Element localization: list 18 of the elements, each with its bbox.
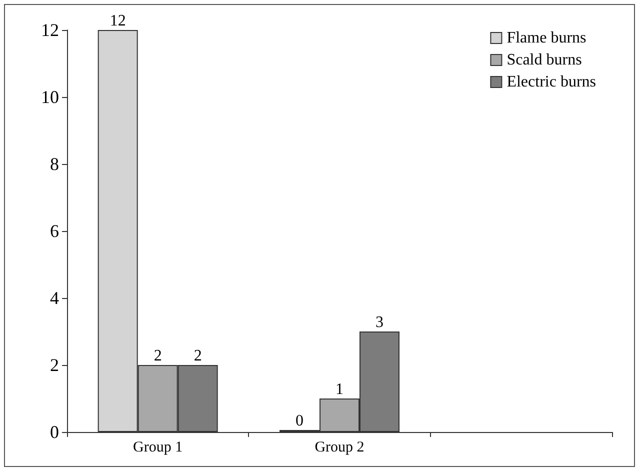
y-tick-label: 0 — [50, 422, 59, 442]
y-tick-label: 8 — [50, 154, 59, 174]
data-label: 0 — [296, 412, 304, 430]
y-tick-label: 12 — [41, 20, 59, 40]
legend-label: Electric burns — [506, 74, 596, 90]
data-label: 3 — [376, 314, 384, 331]
data-label: 2 — [194, 348, 202, 364]
data-label: 12 — [110, 12, 126, 30]
y-tick-label: 6 — [50, 221, 59, 241]
legend-label: Flame burns — [506, 30, 586, 46]
x-tick-label: Group 2 — [314, 440, 364, 456]
data-label: 1 — [336, 381, 344, 398]
y-tick-label: 4 — [50, 288, 59, 308]
y-tick-label: 2 — [50, 355, 59, 375]
y-tick-label: 10 — [41, 87, 59, 107]
legend-label: Scald burns — [506, 52, 582, 68]
data-label: 2 — [154, 348, 162, 364]
x-tick-label: Group 1 — [133, 440, 183, 456]
